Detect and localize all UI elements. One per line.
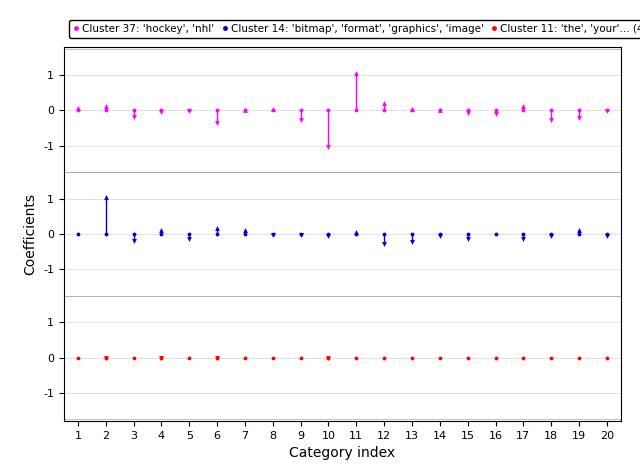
Legend: Cluster 37: 'hockey', 'nhl', Cluster 14: 'bitmap', 'format', 'graphics', 'image': Cluster 37: 'hockey', 'nhl', Cluster 14:… — [69, 20, 640, 38]
Y-axis label: Coefficients: Coefficients — [24, 193, 38, 275]
X-axis label: Category index: Category index — [289, 446, 396, 461]
